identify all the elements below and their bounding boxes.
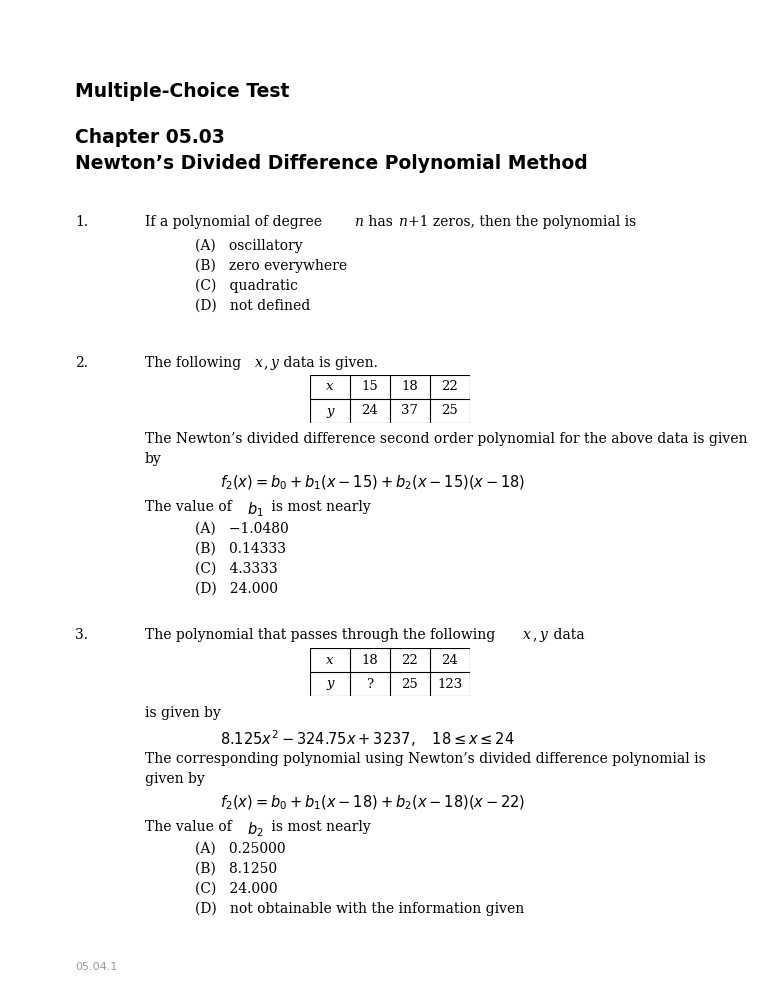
Text: (A)   oscillatory: (A) oscillatory: [195, 239, 303, 253]
Text: x: x: [523, 628, 531, 642]
Text: y: y: [326, 405, 334, 417]
Text: (D)   not defined: (D) not defined: [195, 299, 310, 313]
Text: Chapter 05.03: Chapter 05.03: [75, 128, 225, 147]
Text: data: data: [549, 628, 584, 642]
Text: ,: ,: [532, 628, 536, 642]
Text: If a polynomial of degree: If a polynomial of degree: [145, 215, 326, 229]
Text: The value of: The value of: [145, 500, 236, 514]
Text: given by: given by: [145, 772, 205, 786]
Text: $8.125x^2 - 324.75x + 3237, \quad 18 \leq x \leq 24$: $8.125x^2 - 324.75x + 3237, \quad 18 \le…: [220, 728, 515, 748]
Text: y: y: [271, 356, 279, 370]
Text: y: y: [540, 628, 548, 642]
Text: The Newton’s divided difference second order polynomial for the above data is gi: The Newton’s divided difference second o…: [145, 432, 747, 446]
Text: is given by: is given by: [145, 706, 220, 720]
Text: $f_2(x) = b_0 + b_1(x-15) + b_2(x-15)(x-18)$: $f_2(x) = b_0 + b_1(x-15) + b_2(x-15)(x-…: [220, 474, 525, 492]
Text: 25: 25: [442, 405, 458, 417]
Text: (C)   quadratic: (C) quadratic: [195, 279, 298, 293]
Text: 37: 37: [402, 405, 419, 417]
Text: 18: 18: [402, 381, 419, 394]
Text: The polynomial that passes through the following: The polynomial that passes through the f…: [145, 628, 500, 642]
Text: x: x: [326, 381, 334, 394]
Text: 24: 24: [362, 405, 379, 417]
Text: y: y: [326, 678, 334, 691]
Text: by: by: [145, 452, 162, 466]
Text: (B)   0.14333: (B) 0.14333: [195, 542, 286, 556]
Text: ,: ,: [263, 356, 267, 370]
Text: 2.: 2.: [75, 356, 88, 370]
Text: n: n: [398, 215, 407, 229]
Text: has: has: [364, 215, 397, 229]
Text: (A)   0.25000: (A) 0.25000: [195, 842, 286, 856]
Text: 18: 18: [362, 653, 379, 667]
Text: $b_1$: $b_1$: [247, 500, 263, 519]
Text: (D)   24.000: (D) 24.000: [195, 582, 278, 596]
Text: n: n: [354, 215, 362, 229]
Text: 24: 24: [442, 653, 458, 667]
Text: The following: The following: [145, 356, 246, 370]
Text: $b_2$: $b_2$: [247, 820, 263, 839]
Text: x: x: [255, 356, 263, 370]
Text: (B)   8.1250: (B) 8.1250: [195, 862, 277, 876]
Text: 3.: 3.: [75, 628, 88, 642]
Text: 15: 15: [362, 381, 379, 394]
Text: (D)   not obtainable with the information given: (D) not obtainable with the information …: [195, 902, 525, 916]
Text: 22: 22: [442, 381, 458, 394]
Text: +1 zeros, then the polynomial is: +1 zeros, then the polynomial is: [408, 215, 636, 229]
Text: The corresponding polynomial using Newton’s divided difference polynomial is: The corresponding polynomial using Newto…: [145, 752, 706, 766]
Text: $f_2(x) = b_0 + b_1(x-18) + b_2(x-18)(x-22)$: $f_2(x) = b_0 + b_1(x-18) + b_2(x-18)(x-…: [220, 794, 525, 812]
Text: (C)   24.000: (C) 24.000: [195, 882, 277, 896]
Text: data is given.: data is given.: [279, 356, 378, 370]
Text: 25: 25: [402, 678, 419, 691]
Text: x: x: [326, 653, 334, 667]
Text: 05.04.1: 05.04.1: [75, 962, 118, 972]
Text: Newton’s Divided Difference Polynomial Method: Newton’s Divided Difference Polynomial M…: [75, 154, 588, 173]
Text: is most nearly: is most nearly: [267, 820, 371, 834]
Text: ?: ?: [366, 678, 373, 691]
Text: 1.: 1.: [75, 215, 88, 229]
Text: Multiple-Choice Test: Multiple-Choice Test: [75, 82, 290, 101]
Text: (B)   zero everywhere: (B) zero everywhere: [195, 259, 347, 273]
Text: (A)   −1.0480: (A) −1.0480: [195, 522, 289, 536]
Text: 123: 123: [437, 678, 462, 691]
Text: The value of: The value of: [145, 820, 236, 834]
Text: 22: 22: [402, 653, 419, 667]
Text: (C)   4.3333: (C) 4.3333: [195, 562, 277, 576]
Text: is most nearly: is most nearly: [267, 500, 371, 514]
